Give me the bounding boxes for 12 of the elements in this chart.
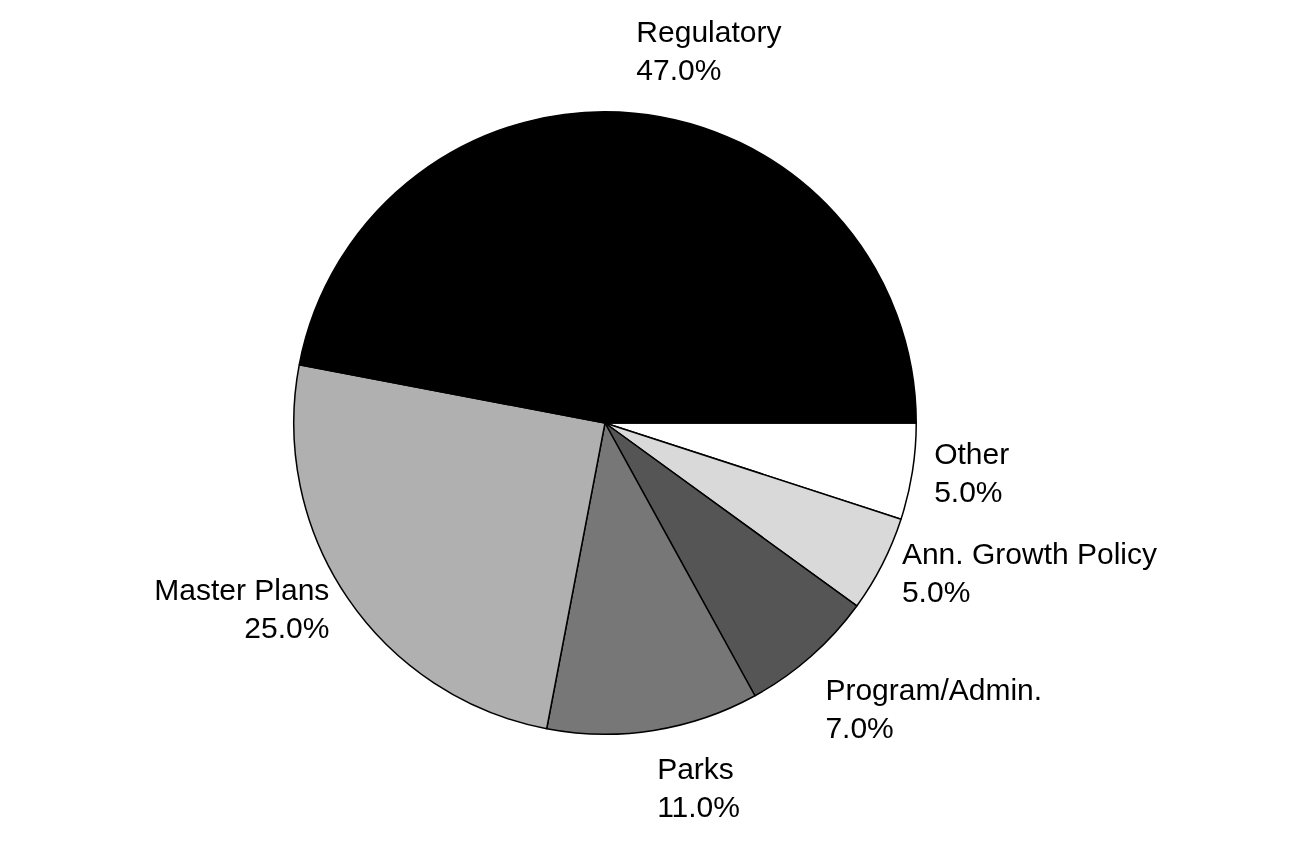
data-label: 47.0% (636, 53, 722, 87)
data-label: 11.0% (657, 790, 740, 824)
slice-label: Parks (657, 752, 734, 786)
slice-label: Program/Admin. (825, 673, 1043, 707)
slice-label: Other (934, 437, 1010, 471)
data-label: 5.0% (934, 475, 1003, 509)
slice-label: Master Plans (154, 572, 330, 606)
slice-label: Regulatory (636, 15, 782, 49)
data-label: 7.0% (825, 711, 894, 745)
data-label: 25.0% (244, 610, 330, 644)
slice-label: Ann. Growth Policy (901, 536, 1158, 570)
data-label: 5.0% (901, 574, 971, 608)
